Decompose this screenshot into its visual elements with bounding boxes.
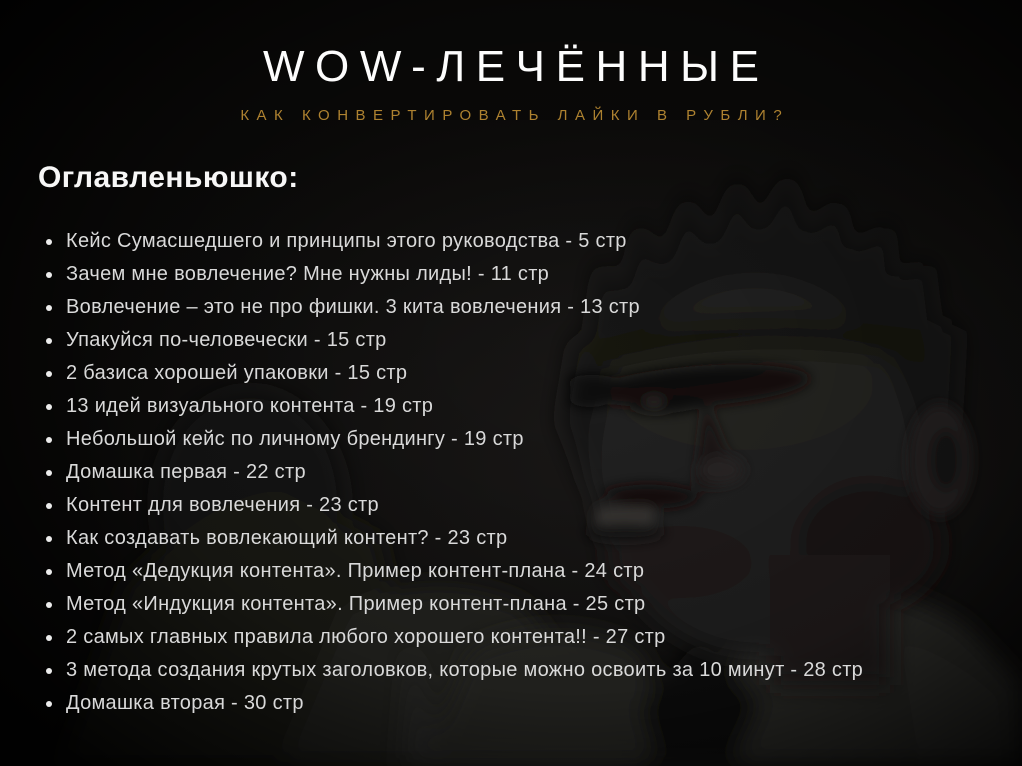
toc-item: Кейс Сумасшедшего и принципы этого руков… bbox=[40, 225, 1012, 258]
slide-header: WOW-ЛЕЧЁННЫЕ КАК КОНВЕРТИРОВАТЬ ЛАЙКИ В … bbox=[0, 42, 1022, 124]
toc-item: Небольшой кейс по личному брендингу - 19… bbox=[40, 423, 1012, 456]
toc-item: Метод «Дедукция контента». Пример контен… bbox=[40, 555, 1012, 588]
toc-item: Домашка вторая - 30 стр bbox=[40, 687, 1012, 720]
toc-item: Упакуйся по-человечески - 15 стр bbox=[40, 324, 1012, 357]
toc-heading: Оглавленьюшко: bbox=[38, 161, 299, 194]
toc-item: Контент для вовлечения - 23 стр bbox=[40, 489, 1012, 522]
toc-item: 2 базиса хорошей упаковки - 15 стр bbox=[40, 357, 1012, 390]
toc-item: Домашка первая - 22 стр bbox=[40, 456, 1012, 489]
toc-item: Как создавать вовлекающий контент? - 23 … bbox=[40, 522, 1012, 555]
toc-list: Кейс Сумасшедшего и принципы этого руков… bbox=[40, 225, 1012, 720]
slide-subtitle: КАК КОНВЕРТИРОВАТЬ ЛАЙКИ В РУБЛИ? bbox=[240, 107, 790, 124]
toc-item: Метод «Индукция контента». Пример контен… bbox=[40, 588, 1012, 621]
toc-item: 2 самых главных правила любого хорошего … bbox=[40, 621, 1012, 654]
slide-title: WOW-ЛЕЧЁННЫЕ bbox=[262, 42, 770, 91]
toc-item: 3 метода создания крутых заголовков, кот… bbox=[40, 654, 1012, 687]
toc-item: 13 идей визуального контента - 19 стр bbox=[40, 390, 1012, 423]
toc-item: Зачем мне вовлечение? Мне нужны лиды! - … bbox=[40, 258, 1012, 291]
toc-item: Вовлечение – это не про фишки. 3 кита во… bbox=[40, 291, 1012, 324]
